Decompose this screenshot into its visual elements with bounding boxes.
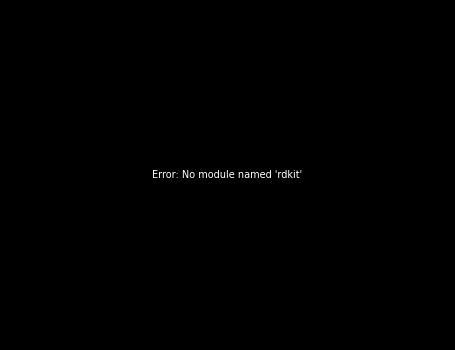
Text: Error: No module named 'rdkit': Error: No module named 'rdkit' [152,170,302,180]
